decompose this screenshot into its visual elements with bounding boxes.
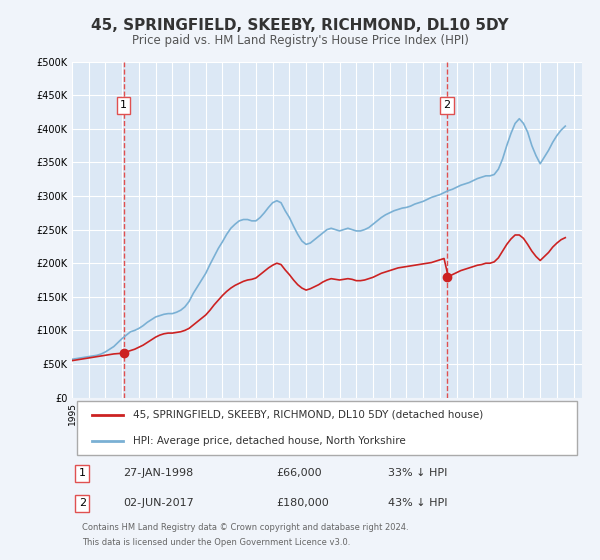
Text: 27-JAN-1998: 27-JAN-1998	[123, 468, 193, 478]
Text: 43% ↓ HPI: 43% ↓ HPI	[388, 498, 448, 508]
Text: Contains HM Land Registry data © Crown copyright and database right 2024.: Contains HM Land Registry data © Crown c…	[82, 523, 409, 532]
Text: 1: 1	[79, 468, 86, 478]
Text: £180,000: £180,000	[276, 498, 329, 508]
Text: 2: 2	[79, 498, 86, 508]
Text: £66,000: £66,000	[276, 468, 322, 478]
Text: This data is licensed under the Open Government Licence v3.0.: This data is licensed under the Open Gov…	[82, 538, 350, 547]
Text: 45, SPRINGFIELD, SKEEBY, RICHMOND, DL10 5DY (detached house): 45, SPRINGFIELD, SKEEBY, RICHMOND, DL10 …	[133, 409, 484, 419]
Text: 45, SPRINGFIELD, SKEEBY, RICHMOND, DL10 5DY: 45, SPRINGFIELD, SKEEBY, RICHMOND, DL10 …	[91, 18, 509, 32]
Text: HPI: Average price, detached house, North Yorkshire: HPI: Average price, detached house, Nort…	[133, 436, 406, 446]
Text: 2: 2	[443, 100, 451, 110]
Text: Price paid vs. HM Land Registry's House Price Index (HPI): Price paid vs. HM Land Registry's House …	[131, 34, 469, 47]
Text: 02-JUN-2017: 02-JUN-2017	[123, 498, 194, 508]
Text: 1: 1	[120, 100, 127, 110]
Text: 33% ↓ HPI: 33% ↓ HPI	[388, 468, 448, 478]
FancyBboxPatch shape	[77, 400, 577, 455]
